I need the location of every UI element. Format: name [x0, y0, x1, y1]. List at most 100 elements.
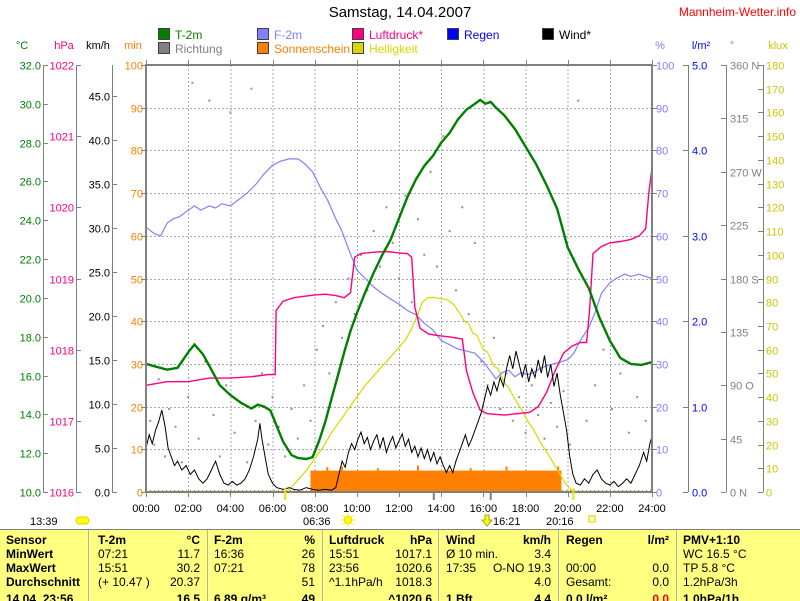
- table-header: Luftdruck: [329, 533, 385, 547]
- kmh-tick-label: 25.0: [89, 268, 110, 280]
- table-cell: 15:51: [329, 547, 360, 561]
- legend-item-t-2m: T-2m: [158, 28, 203, 42]
- legend-swatch-richtung: [158, 42, 170, 54]
- table-cell-value: 51: [301, 575, 315, 589]
- table-cell: 0.0 l/m²: [566, 592, 608, 601]
- series-wind-line: [145, 350, 653, 491]
- table-separator: [438, 530, 440, 601]
- table-cell-value: 1018.3: [395, 575, 432, 589]
- table-cell-value: 30.2: [176, 561, 200, 575]
- min-tick-label: 100: [125, 61, 143, 73]
- rain-tick-label: 2.0: [692, 317, 707, 329]
- legend-item-sonnenschein: Sonnenschein: [257, 42, 351, 56]
- dir-tick-label: 90 O: [730, 381, 754, 393]
- table-cell-value: 16.5: [176, 592, 200, 601]
- table-cell-value: 20.37: [169, 575, 200, 589]
- klux-tick-label: 20: [766, 441, 778, 453]
- klux-tick-label: 140: [766, 156, 784, 168]
- min-tick-label: 20: [131, 403, 143, 415]
- percent-tick-label: 100: [656, 61, 674, 73]
- kmh-tick-label: 5.0: [95, 444, 110, 456]
- hpa-tick-label: 1021: [50, 132, 74, 144]
- stats-table: Sensor T-2m °C F-2m% Luftdruck hPa Wind km/h Reg…: [0, 529, 800, 601]
- klux-tick-label: 100: [766, 251, 784, 263]
- x-tick-label: 22:00: [596, 503, 624, 515]
- kmh-tick-label: 20.0: [89, 312, 110, 324]
- dir-tick-label: 315: [730, 114, 748, 126]
- series-t-2m-line: [145, 98, 653, 461]
- klux-tick-label: 50: [766, 369, 778, 381]
- min-tick-label: 80: [131, 146, 143, 158]
- percent-tick-label: 90: [656, 104, 668, 116]
- dir-tick-label: 180 S: [730, 275, 759, 287]
- legend-label-sonnenschein: Sonnenschein: [274, 42, 351, 56]
- table-separator: [88, 530, 90, 601]
- min-tick-label: 30: [131, 360, 143, 372]
- table-cell: 07:21: [214, 561, 245, 575]
- table-cell: 07:21: [98, 547, 129, 561]
- x-tick-label: 18:00: [512, 503, 540, 515]
- hpa-tick-label: 1020: [50, 203, 74, 215]
- dir-tick-label: 0 N: [730, 488, 747, 500]
- table-cell: 00:00: [566, 561, 597, 575]
- rain-tick-label: 1.0: [692, 403, 707, 415]
- min-tick-label: 0: [137, 488, 143, 500]
- legend-label-regen: Regen: [464, 28, 500, 42]
- legend-item-f-2m: F-2m: [257, 28, 302, 41]
- kmh-tick-label: 10.0: [89, 400, 110, 412]
- hpa-axis-header: hPa: [54, 40, 74, 52]
- time-annotations: 13:39 06:36 16:21 20:16: [30, 488, 596, 528]
- legend-item-luftdruck: Luftdruck*: [352, 28, 423, 41]
- klux-tick-label: 170: [766, 85, 784, 97]
- table-cell-value: 49: [301, 592, 315, 601]
- min-tick-label: 90: [131, 104, 143, 116]
- legend-label-t-2m: T-2m: [175, 28, 203, 42]
- table-cell-value: 4.0: [534, 575, 551, 589]
- temp-tick-label: 10.0: [20, 488, 41, 500]
- legend-swatch-sonnenschein: [257, 42, 269, 54]
- kmh-tick-label: 40.0: [89, 136, 110, 148]
- table-cell: Ø 10 min.: [446, 547, 499, 561]
- temp-tick-label: 28.0: [20, 139, 41, 151]
- table-cell: 15:51: [98, 561, 129, 575]
- legend-item-richtung: Richtung: [158, 42, 222, 55]
- klux-axis: 1801701601501401301201101009080706050403…: [758, 40, 788, 500]
- dir-tick-label: 360 N: [730, 61, 759, 73]
- legend-swatch-luftdruck: [352, 28, 364, 40]
- percent-tick-label: 80: [656, 146, 668, 158]
- klux-tick-label: 70: [766, 322, 778, 334]
- table-separator: [207, 530, 209, 601]
- klux-tick-label: 40: [766, 393, 778, 405]
- legend-item-helligkeit: Helligkeit: [352, 42, 418, 55]
- brightness-max-time: 13:39: [30, 516, 58, 528]
- table-cell-value: O-NO 19.3: [492, 561, 551, 575]
- percent-axis-header: %: [655, 40, 665, 52]
- series-richtung-dots: [149, 81, 647, 464]
- klux-axis-header: klux: [768, 40, 788, 52]
- kmh-tick-label: 45.0: [89, 92, 110, 104]
- table-header: Wind: [446, 533, 476, 547]
- min-tick-label: 70: [131, 189, 143, 201]
- table-cell: 17:35: [446, 561, 477, 575]
- afternoon-marker-time: 16:21: [493, 516, 521, 528]
- kmh-tick-label: 30.0: [89, 224, 110, 236]
- table-header-unit: km/h: [522, 533, 551, 547]
- table-header-unit: °C: [186, 533, 200, 547]
- site-link[interactable]: Mannheim-Wetter.info: [678, 5, 796, 19]
- page-title: Samstag, 14.04.2007: [328, 4, 472, 21]
- temp-tick-label: 20.0: [20, 294, 41, 306]
- x-tick-label: 08:00: [301, 503, 329, 515]
- sunrise-time: 06:36: [303, 516, 331, 528]
- klux-tick-label: 10: [766, 464, 778, 476]
- min-tick-label: 10: [131, 445, 143, 457]
- temp-tick-label: 16.0: [20, 372, 41, 384]
- legend-item-wind: Wind*: [542, 28, 591, 41]
- table-separator: [558, 530, 560, 601]
- hpa-tick-label: 1016: [50, 488, 74, 500]
- table-cell: (+ 10.47 ): [98, 575, 150, 589]
- table-cell: 6.89 g/m³: [214, 592, 267, 601]
- table-cell-value: 3.4: [534, 547, 551, 561]
- hpa-tick-label: 1018: [50, 346, 74, 358]
- temp-tick-label: 14.0: [20, 410, 41, 422]
